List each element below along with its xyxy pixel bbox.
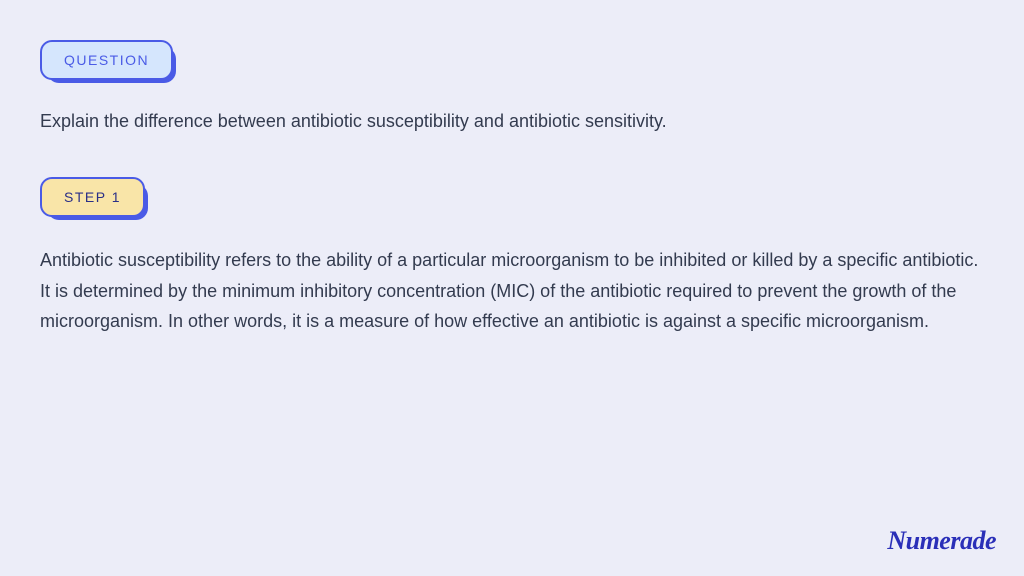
- step-text: Antibiotic susceptibility refers to the …: [40, 245, 984, 337]
- question-section: QUESTION Explain the difference between …: [40, 40, 984, 135]
- question-text: Explain the difference between antibioti…: [40, 108, 984, 135]
- step-section: STEP 1 Antibiotic susceptibility refers …: [40, 177, 984, 337]
- brand-logo: Numerade: [887, 526, 996, 556]
- step-badge-label: STEP 1: [40, 177, 145, 217]
- question-badge: QUESTION: [40, 40, 173, 80]
- step-badge: STEP 1: [40, 177, 145, 217]
- question-badge-label: QUESTION: [40, 40, 173, 80]
